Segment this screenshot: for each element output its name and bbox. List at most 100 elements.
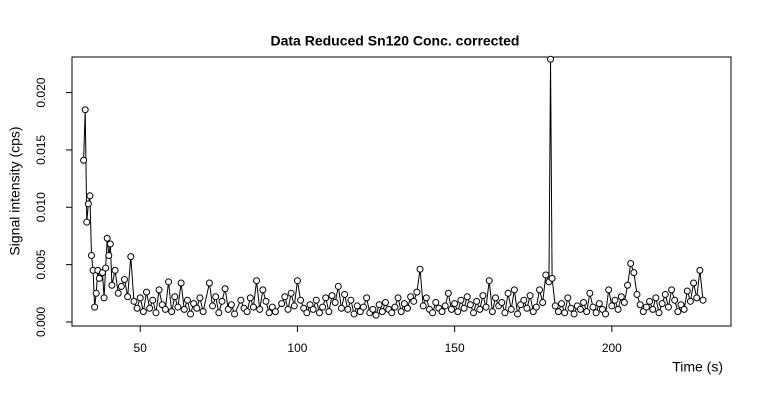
- plot-frame: [71, 56, 732, 327]
- data-point: [341, 290, 349, 298]
- data-point: [394, 294, 402, 302]
- data-point: [83, 218, 91, 226]
- data-point: [624, 281, 632, 289]
- data-point: [309, 305, 317, 313]
- data-point: [149, 296, 157, 304]
- data-point: [504, 289, 512, 297]
- data-point: [661, 290, 669, 298]
- data-point: [136, 294, 144, 302]
- data-point: [576, 305, 584, 313]
- data-point: [567, 304, 575, 312]
- data-point: [378, 308, 386, 316]
- data-point: [457, 296, 465, 304]
- x-tick-label: 100: [287, 341, 307, 355]
- data-point: [297, 296, 305, 304]
- data-point: [337, 304, 345, 312]
- data-point: [605, 286, 613, 294]
- x-axis-label: Time (s): [672, 359, 723, 375]
- data-point: [649, 305, 657, 313]
- data-point: [249, 303, 257, 311]
- data-point: [278, 300, 286, 308]
- data-point: [139, 308, 147, 316]
- data-point: [121, 276, 129, 284]
- data-point: [614, 305, 622, 313]
- y-tick-label: 0.000: [34, 307, 48, 337]
- data-point: [570, 310, 578, 318]
- data-point: [243, 308, 251, 316]
- data-point: [143, 288, 151, 296]
- data-point: [699, 296, 707, 304]
- x-tick-label: 50: [134, 341, 148, 355]
- data-point: [319, 303, 327, 311]
- data-point: [322, 294, 330, 302]
- data-point: [642, 303, 650, 311]
- data-point: [652, 294, 660, 302]
- data-point: [592, 309, 600, 317]
- data-point: [532, 303, 540, 311]
- data-point: [492, 294, 500, 302]
- data-point: [293, 277, 301, 285]
- data-point: [287, 289, 295, 297]
- data-point: [124, 293, 132, 301]
- data-point: [303, 309, 311, 317]
- data-point: [102, 264, 110, 272]
- data-point: [664, 303, 672, 311]
- data-point: [595, 300, 603, 308]
- data-point: [325, 308, 333, 316]
- data-point: [602, 310, 610, 318]
- data-point: [547, 55, 555, 63]
- y-tick-label: 0.015: [34, 135, 48, 165]
- data-point: [473, 297, 481, 305]
- data-point: [416, 265, 424, 273]
- data-point: [100, 294, 108, 302]
- data-point: [564, 294, 572, 302]
- data-point: [514, 310, 522, 318]
- data-point: [520, 296, 528, 304]
- data-point: [696, 266, 704, 274]
- chart-title: Data Reduced Sn120 Conc. corrected: [271, 33, 520, 49]
- data-point: [227, 301, 235, 309]
- data-point: [84, 200, 92, 208]
- data-point: [444, 289, 452, 297]
- data-point: [403, 304, 411, 312]
- data-point: [199, 308, 207, 316]
- data-point: [397, 308, 405, 316]
- data-point: [369, 305, 377, 313]
- data-point: [246, 294, 254, 302]
- data-point: [558, 300, 566, 308]
- data-point: [620, 298, 628, 306]
- data-point: [375, 301, 383, 309]
- data-point: [80, 156, 88, 164]
- data-point: [209, 302, 217, 310]
- data-point: [256, 305, 264, 313]
- data-point: [536, 286, 544, 294]
- data-point: [221, 285, 229, 293]
- data-point: [501, 309, 509, 317]
- data-point: [419, 302, 427, 310]
- data-point: [177, 279, 185, 287]
- data-point: [498, 298, 506, 306]
- data-point: [91, 303, 99, 311]
- data-point: [344, 305, 352, 313]
- data-point: [174, 303, 182, 311]
- data-point: [87, 251, 95, 259]
- data-point: [381, 298, 389, 306]
- data-point: [196, 294, 204, 302]
- data-point: [646, 297, 654, 305]
- data-point: [583, 308, 591, 316]
- data-point: [466, 301, 474, 309]
- data-point: [608, 302, 616, 310]
- data-point: [630, 269, 638, 277]
- data-point: [482, 303, 490, 311]
- data-point: [363, 294, 371, 302]
- data-point: [183, 296, 191, 304]
- data-point: [413, 288, 421, 296]
- data-point: [580, 298, 588, 306]
- data-point: [507, 305, 515, 313]
- data-point: [693, 294, 701, 302]
- data-point: [611, 296, 619, 304]
- data-point: [334, 282, 342, 290]
- data-point: [479, 292, 487, 300]
- data-point: [108, 281, 116, 289]
